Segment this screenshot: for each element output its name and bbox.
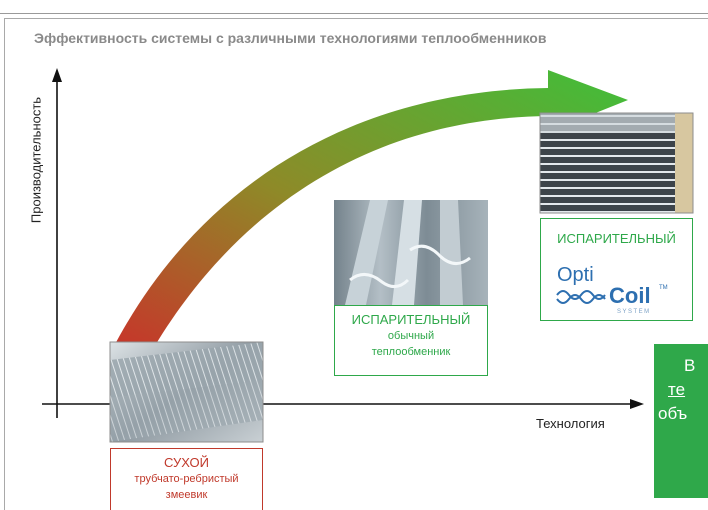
dry-coil-card: СУХОЙ трубчато-ребристый змеевик: [110, 448, 263, 510]
evaporative-coil-card: ИСПАРИТЕЛЬНЫЙ обычный теплообменник: [334, 305, 488, 376]
dry-coil-subtitle-1: трубчато-ребристый: [134, 473, 239, 485]
opticoil-card: ИСПАРИТЕЛЬНЫЙ Opti Coil TM SYSTEM: [540, 218, 693, 321]
logo-opti-text: Opti: [557, 264, 594, 286]
x-axis-arrowhead: [630, 399, 644, 409]
opticoil-photo: [539, 112, 694, 214]
top-strip: [0, 0, 708, 14]
logo-system-text: SYSTEM: [617, 309, 651, 315]
dry-coil-subtitle-2: змеевик: [165, 489, 208, 501]
logo-tm-text: TM: [659, 285, 668, 291]
diagram-title: Эффективность системы с различными техно…: [34, 30, 547, 46]
performance-arrow: [112, 70, 628, 354]
truncated-green-callout: В те объ: [654, 344, 708, 498]
x-axis-label: Технология: [536, 416, 605, 431]
callout-line-1: В: [684, 356, 696, 375]
dry-coil-title: СУХОЙ: [164, 455, 209, 470]
y-axis-arrowhead: [52, 68, 62, 82]
evaporative-coil-photo: [334, 200, 488, 305]
evaporative-coil-subtitle-1: обычный: [387, 330, 435, 342]
opticoil-logo: Opti Coil TM SYSTEM: [556, 264, 668, 315]
evaporative-coil-title: ИСПАРИТЕЛЬНЫЙ: [351, 312, 471, 327]
callout-line-2: те: [668, 380, 686, 399]
dry-coil-photo: [109, 341, 264, 443]
opticoil-title: ИСПАРИТЕЛЬНЫЙ: [557, 231, 676, 246]
evaporative-coil-subtitle-2: теплообменник: [371, 346, 451, 358]
y-axis-label: Производительность: [28, 96, 44, 224]
slide-frame: [4, 18, 708, 510]
callout-line-3: объ: [658, 404, 688, 423]
logo-coil-text: Coil: [609, 283, 651, 308]
